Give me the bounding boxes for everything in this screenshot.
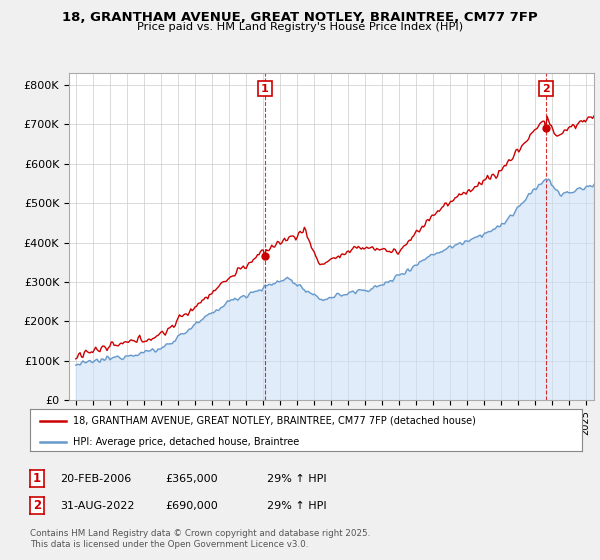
Text: 29% ↑ HPI: 29% ↑ HPI	[267, 474, 326, 484]
Text: 31-AUG-2022: 31-AUG-2022	[60, 501, 134, 511]
Text: 1: 1	[33, 472, 41, 486]
Text: £690,000: £690,000	[165, 501, 218, 511]
Text: 2: 2	[33, 499, 41, 512]
Text: 18, GRANTHAM AVENUE, GREAT NOTLEY, BRAINTREE, CM77 7FP: 18, GRANTHAM AVENUE, GREAT NOTLEY, BRAIN…	[62, 11, 538, 24]
Text: 29% ↑ HPI: 29% ↑ HPI	[267, 501, 326, 511]
Text: Contains HM Land Registry data © Crown copyright and database right 2025.
This d: Contains HM Land Registry data © Crown c…	[30, 529, 370, 549]
Text: £365,000: £365,000	[165, 474, 218, 484]
Text: 1: 1	[261, 83, 269, 94]
Text: HPI: Average price, detached house, Braintree: HPI: Average price, detached house, Brai…	[73, 437, 299, 446]
Text: 18, GRANTHAM AVENUE, GREAT NOTLEY, BRAINTREE, CM77 7FP (detached house): 18, GRANTHAM AVENUE, GREAT NOTLEY, BRAIN…	[73, 416, 476, 426]
Text: Price paid vs. HM Land Registry's House Price Index (HPI): Price paid vs. HM Land Registry's House …	[137, 22, 463, 32]
Text: 2: 2	[542, 83, 550, 94]
Text: 20-FEB-2006: 20-FEB-2006	[60, 474, 131, 484]
